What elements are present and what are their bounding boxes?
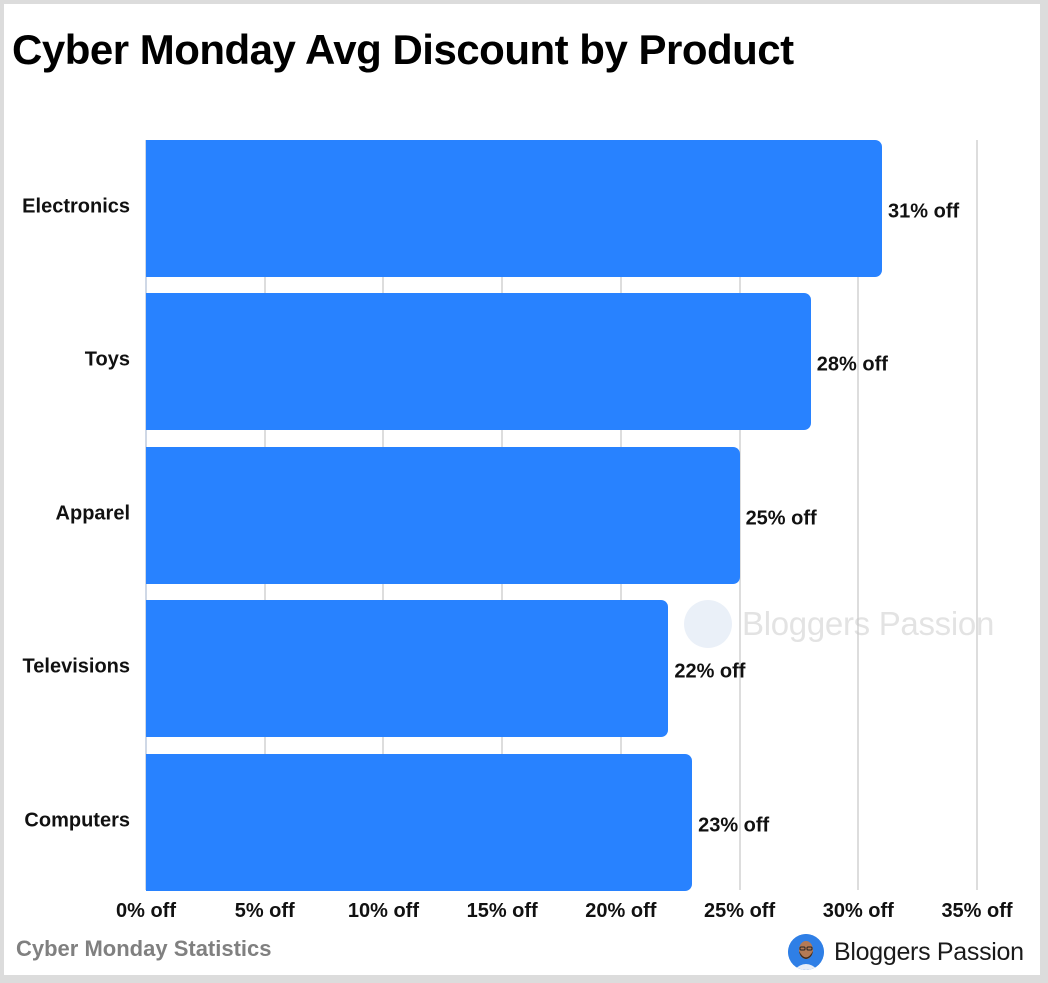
brand-name: Bloggers Passion [834, 937, 1024, 966]
value-label: 31% off [888, 200, 960, 222]
x-tick-label: 0% off [116, 900, 176, 922]
x-tick-label: 35% off [941, 900, 1013, 922]
value-label: 22% off [674, 660, 746, 682]
plot-area: 0% off 5% off 10% off 15% off 20% off 25% off… [4, 4, 1040, 975]
chart-title: Cyber Monday Avg Discount by Product [12, 26, 794, 73]
x-tick-label: 5% off [234, 900, 295, 922]
bar-televisions [146, 600, 669, 737]
category-label: Computers [24, 809, 130, 831]
x-tick-label: 25% off [704, 900, 776, 922]
watermark: Bloggers Passion [684, 600, 994, 648]
bar-computers [146, 754, 693, 891]
category-label: Televisions [22, 655, 130, 677]
category-label: Apparel [55, 502, 130, 524]
brand-logo: Bloggers Passion [788, 934, 1024, 970]
bar-apparel [146, 447, 740, 584]
watermark-avatar-icon [684, 600, 732, 648]
chart-frame: Cyber Monday Avg Discount by Product 0% … [4, 4, 1040, 975]
gridline [738, 140, 741, 890]
x-tick-label: 30% off [822, 900, 894, 922]
x-tick-label: 15% off [466, 900, 538, 922]
value-label: 28% off [816, 353, 888, 375]
x-tick-label: 20% off [585, 900, 657, 922]
watermark-text: Bloggers Passion [742, 605, 995, 642]
bar-toys [146, 293, 811, 430]
gridline [857, 140, 860, 890]
source-label: Cyber Monday Statistics [16, 936, 272, 961]
gridline [976, 140, 978, 890]
x-tick-label: 10% off [347, 900, 419, 922]
bar-electronics [146, 140, 883, 277]
avatar-icon [788, 934, 824, 970]
category-label: Toys [84, 348, 130, 370]
value-label: 23% off [698, 814, 770, 836]
category-label: Electronics [22, 195, 130, 217]
value-label: 25% off [745, 507, 817, 529]
